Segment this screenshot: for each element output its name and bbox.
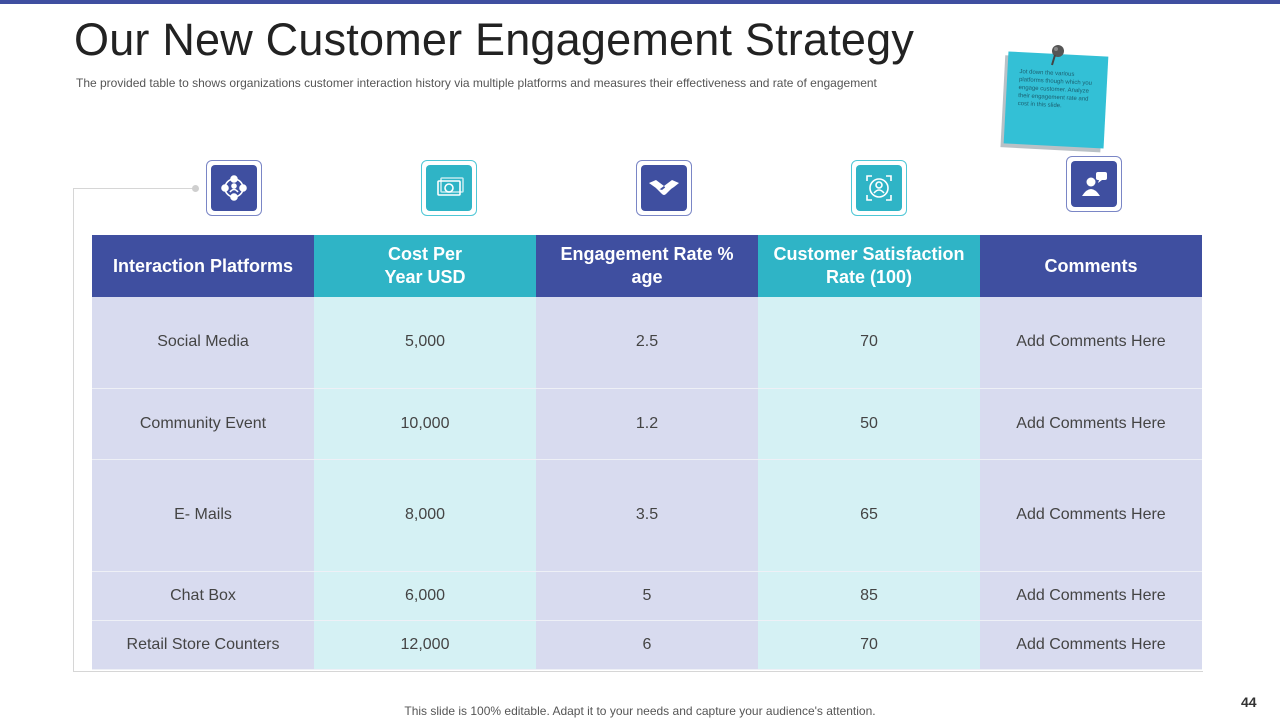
- cell-cost: 6,000: [314, 571, 536, 621]
- cell-comment: Add Comments Here: [980, 388, 1202, 460]
- frame-line: [73, 188, 195, 189]
- footer-note: This slide is 100% editable. Adapt it to…: [404, 704, 876, 718]
- handshake-icon: [641, 165, 687, 211]
- table-row: Retail Store Counters 12,000 6 70 Add Commen…: [92, 620, 1202, 670]
- cell-satisfaction: 85: [758, 571, 980, 621]
- top-accent-bar: [0, 0, 1280, 4]
- header-cost: Cost Per Year USD: [314, 235, 536, 297]
- table-header-row: Interaction Platforms Cost Per Year USD E…: [92, 235, 1202, 297]
- cell-engagement: 5: [536, 571, 758, 621]
- cell-satisfaction: 65: [758, 459, 980, 572]
- header-interaction-platforms: Interaction Platforms: [92, 235, 314, 297]
- cell-comment: Add Comments Here: [980, 459, 1202, 572]
- table-row: Community Event 10,000 1.2 50 Add Comments H…: [92, 388, 1202, 460]
- pushpin-icon: [1051, 45, 1064, 66]
- icon-box-cost: [421, 160, 477, 216]
- frame-dot: [192, 185, 199, 192]
- network-people-icon: [211, 165, 257, 211]
- header-comments: Comments: [980, 235, 1202, 297]
- slide-subtitle: The provided table to shows organization…: [76, 76, 877, 90]
- frame-line: [73, 188, 74, 672]
- cell-platform: Retail Store Counters: [92, 620, 314, 670]
- cell-engagement: 6: [536, 620, 758, 670]
- cell-cost: 5,000: [314, 297, 536, 389]
- frame-line: [73, 671, 1203, 672]
- cell-comment: Add Comments Here: [980, 297, 1202, 389]
- cell-engagement: 1.2: [536, 388, 758, 460]
- cell-satisfaction: 70: [758, 297, 980, 389]
- slide-title: Our New Customer Engagement Strategy: [74, 14, 915, 65]
- sticky-note-text: Jot down the various platforms though wh…: [1017, 69, 1093, 110]
- cell-engagement: 2.5: [536, 297, 758, 389]
- icon-box-platforms: [206, 160, 262, 216]
- engagement-table: Interaction Platforms Cost Per Year USD E…: [92, 235, 1202, 670]
- page-number: 44: [1241, 694, 1257, 710]
- cell-comment: Add Comments Here: [980, 571, 1202, 621]
- header-engagement-rate: Engagement Rate % age: [536, 235, 758, 297]
- icon-box-satisfaction: [851, 160, 907, 216]
- cell-comment: Add Comments Here: [980, 620, 1202, 670]
- cell-platform: Community Event: [92, 388, 314, 460]
- table-row: Chat Box 6,000 5 85 Add Comments Here: [92, 571, 1202, 621]
- cell-platform: Chat Box: [92, 571, 314, 621]
- user-chat-icon: [1071, 161, 1117, 207]
- table-row: E- Mails 8,000 3.5 65 Add Comments Here: [92, 459, 1202, 572]
- cell-cost: 8,000: [314, 459, 536, 572]
- cell-cost: 10,000: [314, 388, 536, 460]
- cell-platform: E- Mails: [92, 459, 314, 572]
- cell-engagement: 3.5: [536, 459, 758, 572]
- cell-cost: 12,000: [314, 620, 536, 670]
- cell-satisfaction: 50: [758, 388, 980, 460]
- icon-box-engagement: [636, 160, 692, 216]
- cell-platform: Social Media: [92, 297, 314, 389]
- cell-satisfaction: 70: [758, 620, 980, 670]
- header-satisfaction: Customer Satisfaction Rate (100): [758, 235, 980, 297]
- icon-box-comments: [1066, 156, 1122, 212]
- user-target-icon: [856, 165, 902, 211]
- table-row: Social Media 5,000 2.5 70 Add Comments Here: [92, 297, 1202, 389]
- money-bill-icon: [426, 165, 472, 211]
- sticky-note: Jot down the various platforms though wh…: [1003, 51, 1109, 149]
